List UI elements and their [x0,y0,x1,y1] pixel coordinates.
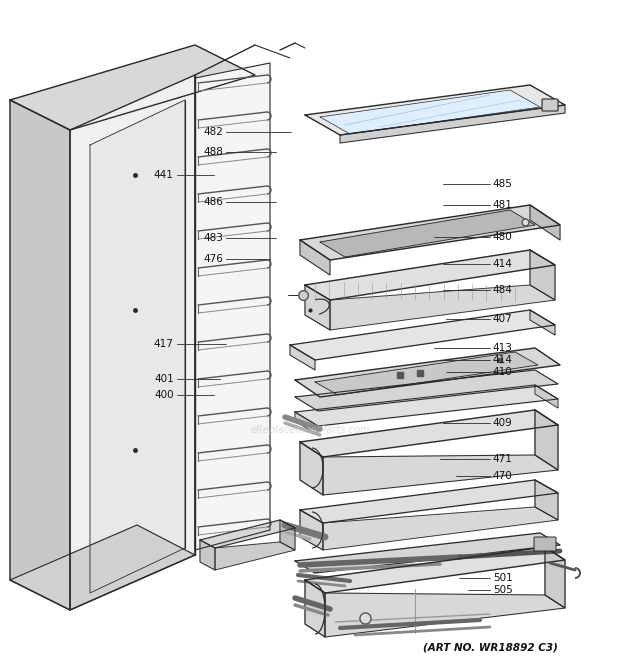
Polygon shape [295,533,560,573]
Text: (ART NO. WR18892 C3): (ART NO. WR18892 C3) [423,643,557,653]
Text: 417: 417 [154,338,174,349]
Polygon shape [320,210,535,257]
Text: 413: 413 [493,343,513,354]
Text: 488: 488 [203,147,223,157]
Text: 410: 410 [493,367,513,377]
Polygon shape [325,593,565,637]
Polygon shape [305,285,330,330]
Polygon shape [305,547,565,593]
Polygon shape [320,90,540,134]
Polygon shape [530,250,555,300]
Polygon shape [300,510,323,550]
Polygon shape [295,348,560,397]
Polygon shape [340,105,565,143]
Polygon shape [305,250,555,300]
Polygon shape [280,520,295,550]
Polygon shape [295,412,318,435]
Text: 441: 441 [154,170,174,180]
Polygon shape [300,240,330,275]
Polygon shape [530,310,555,335]
Polygon shape [535,410,558,470]
Text: 401: 401 [154,373,174,384]
Text: 414: 414 [493,355,513,366]
Polygon shape [535,480,558,520]
Polygon shape [200,540,215,570]
Text: 482: 482 [203,127,223,137]
Polygon shape [300,205,560,260]
Text: 414: 414 [493,259,513,270]
Text: 483: 483 [203,233,223,243]
Polygon shape [290,345,315,370]
Polygon shape [295,385,558,426]
Text: 407: 407 [493,313,513,324]
Text: 400: 400 [154,390,174,401]
Polygon shape [300,480,558,523]
Polygon shape [300,442,323,495]
Polygon shape [305,85,565,135]
Polygon shape [215,542,295,570]
FancyBboxPatch shape [534,537,556,551]
Polygon shape [315,352,538,395]
Polygon shape [195,63,270,550]
Polygon shape [305,580,325,637]
Polygon shape [323,507,558,550]
Polygon shape [10,525,195,610]
Polygon shape [90,100,185,593]
Text: 470: 470 [493,471,513,481]
Polygon shape [290,310,555,360]
Polygon shape [535,385,558,408]
Text: eReplacementParts.com: eReplacementParts.com [250,425,370,435]
Text: 484: 484 [493,284,513,295]
Polygon shape [10,45,255,130]
Text: 486: 486 [203,196,223,207]
Text: 485: 485 [493,178,513,189]
Text: 409: 409 [493,418,513,428]
Polygon shape [200,520,295,548]
Text: 480: 480 [493,231,513,242]
Polygon shape [70,75,195,610]
Text: 476: 476 [203,254,223,264]
Polygon shape [330,285,555,330]
Polygon shape [300,410,558,457]
Polygon shape [10,100,70,610]
Polygon shape [545,547,565,608]
Text: 501: 501 [493,573,513,584]
Text: 505: 505 [493,585,513,596]
Text: 471: 471 [493,454,513,465]
Polygon shape [530,205,560,240]
Polygon shape [295,370,558,411]
Polygon shape [323,455,558,495]
FancyBboxPatch shape [542,99,558,111]
Text: 481: 481 [493,200,513,210]
